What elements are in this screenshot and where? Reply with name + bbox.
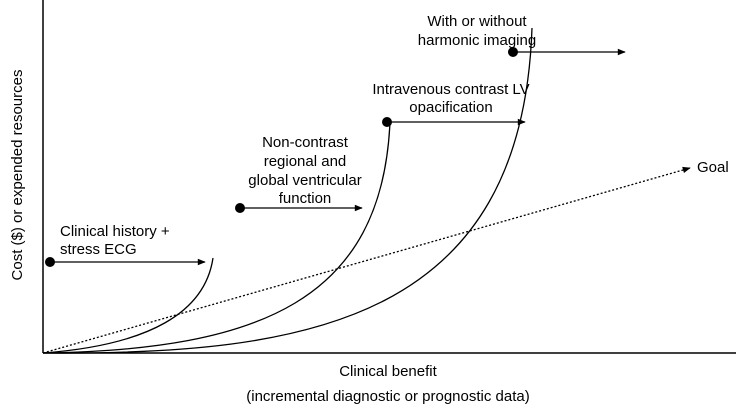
stage-label: stress ECG (60, 241, 137, 258)
stage-label: harmonic imaging (418, 32, 536, 49)
x-axis-label: (incremental diagnostic or prognostic da… (246, 388, 529, 405)
curve (42, 257, 214, 354)
goal-line (42, 166, 691, 354)
stage-label: Non-contrast (262, 134, 349, 151)
stage-label: opacification (409, 99, 492, 116)
stage-label: Clinical history + (60, 223, 170, 240)
y-axis-label: Cost ($) or expended resources (9, 70, 26, 281)
curve (42, 27, 533, 354)
x-axis-label: Clinical benefit (339, 363, 437, 380)
stage-label: global ventricular (248, 172, 361, 189)
stage-label: function (279, 190, 332, 207)
stage-label: regional and (264, 153, 347, 170)
stage-label: With or without (427, 13, 527, 30)
curve (42, 121, 391, 354)
goal-label: Goal (697, 159, 729, 176)
stage-label: Intravenous contrast LV (372, 81, 529, 98)
